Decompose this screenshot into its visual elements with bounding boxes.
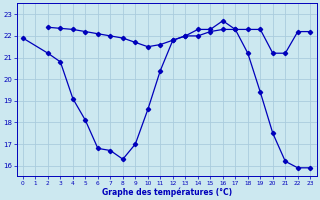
X-axis label: Graphe des températures (°C): Graphe des températures (°C) bbox=[101, 187, 232, 197]
